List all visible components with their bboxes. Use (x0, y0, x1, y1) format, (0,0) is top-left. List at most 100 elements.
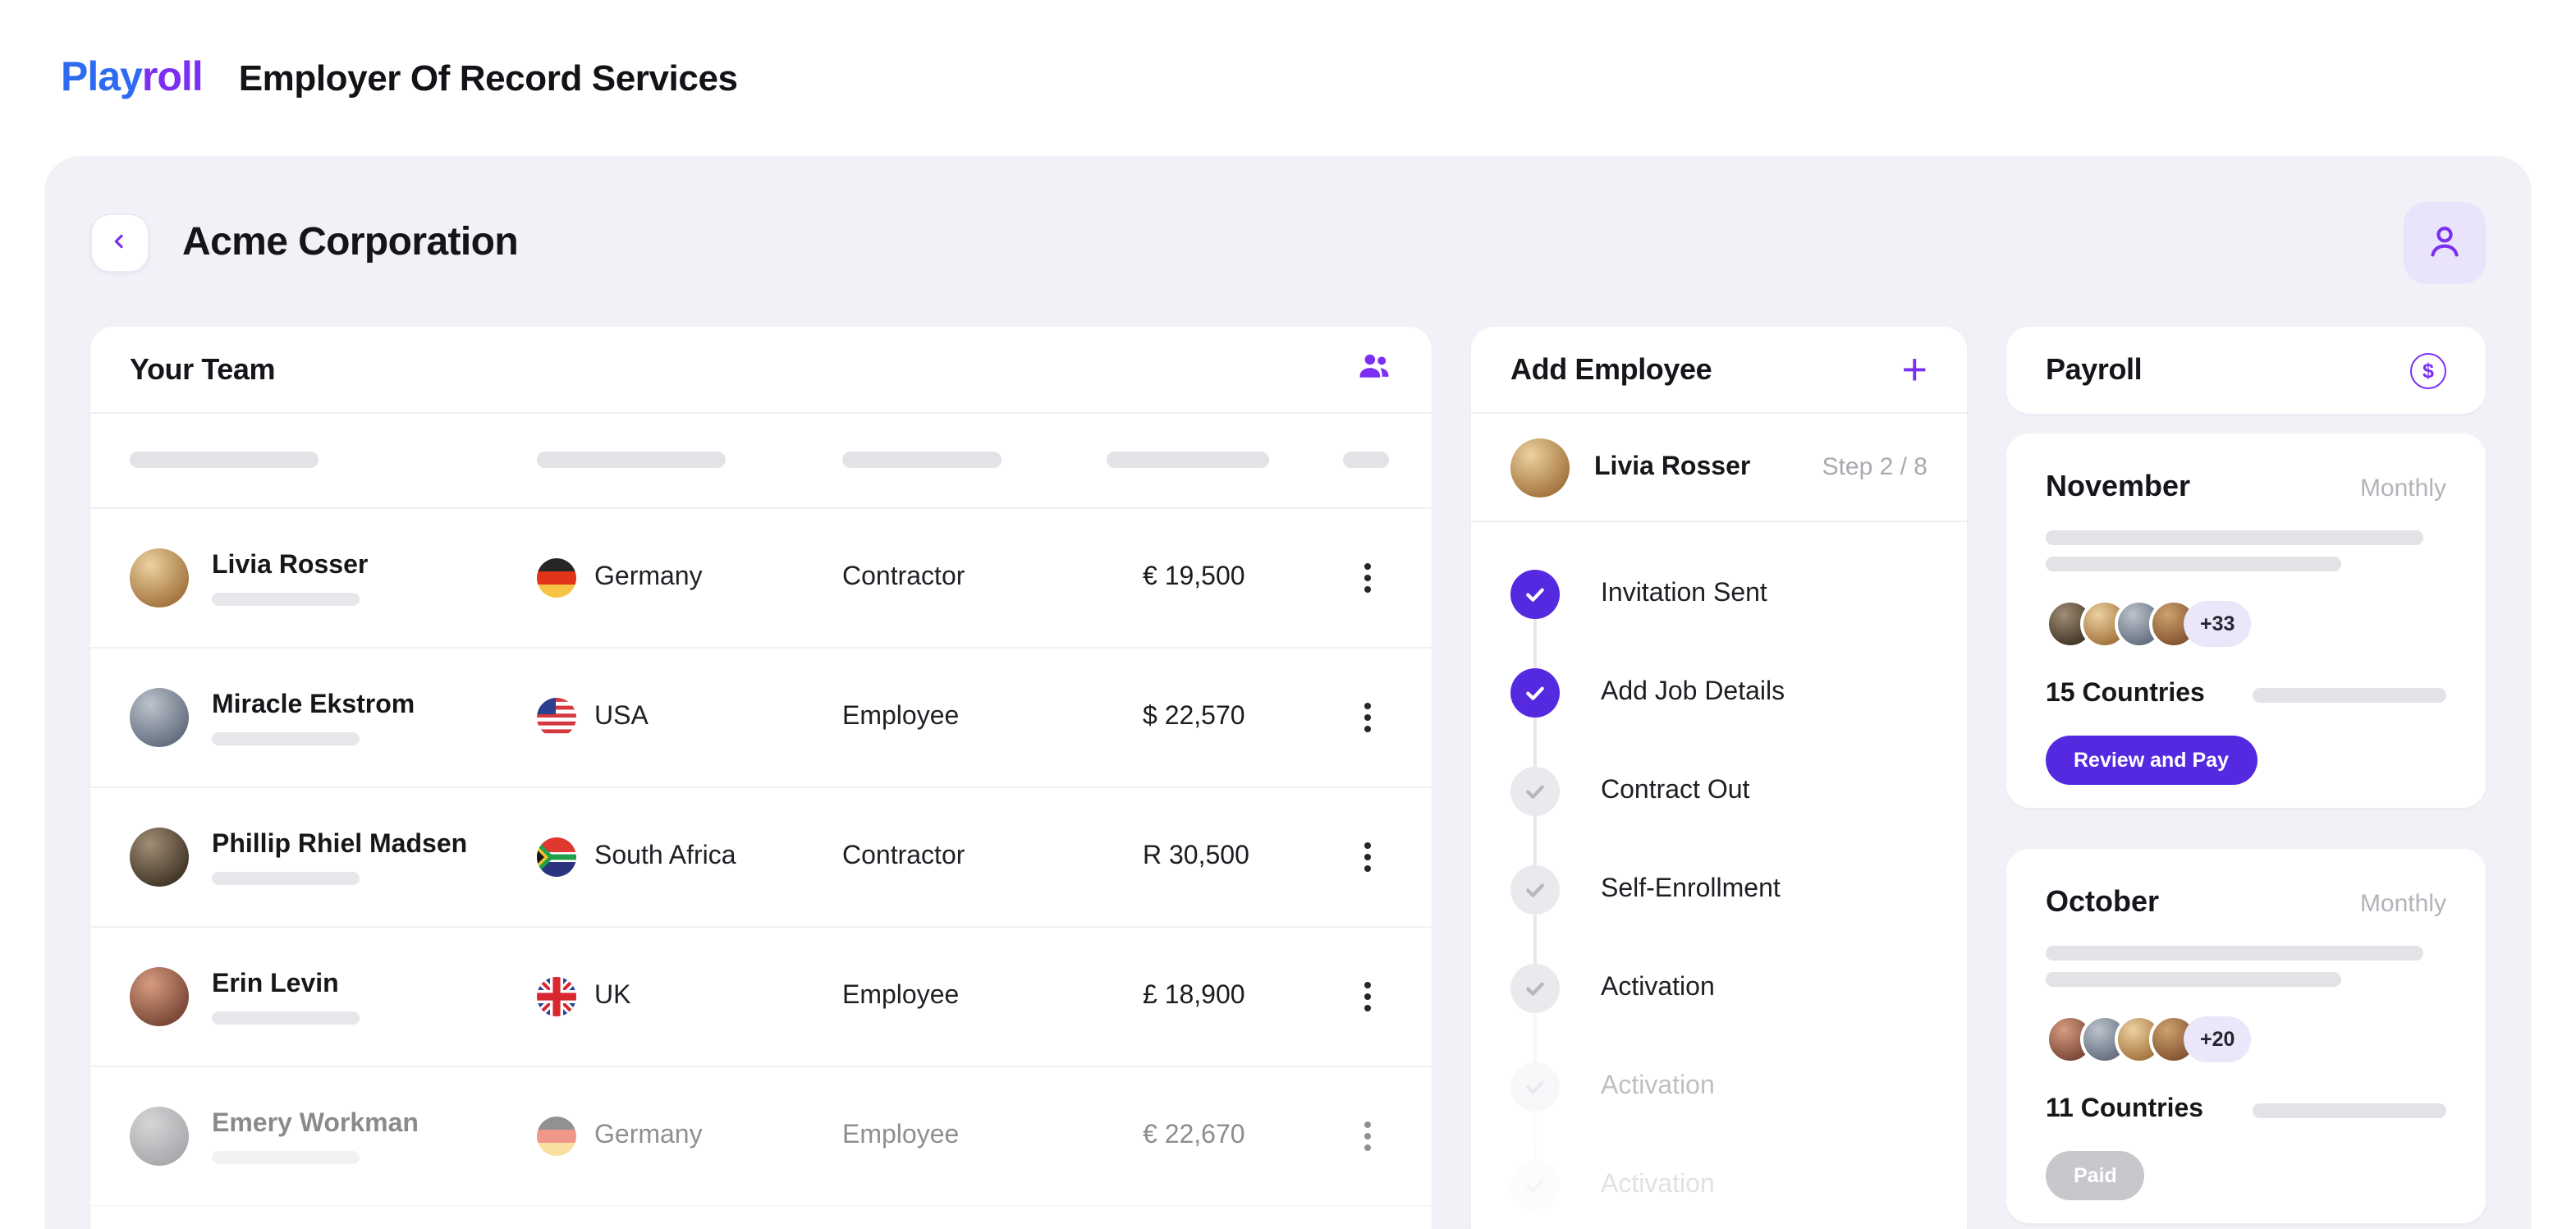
add-employee-card: Add Employee + Livia Rosser Step 2 / 8 I… (1471, 327, 1967, 1229)
step-item: Invitation Sent (1510, 545, 1927, 644)
plus-icon[interactable]: + (1901, 344, 1927, 393)
team-people-icon (1356, 347, 1392, 392)
your-team-card: Your Team Li (90, 327, 1432, 1229)
table-row: Emery Workman Germany Employee € 22,670 (90, 1067, 1432, 1207)
employment-type: Contractor (842, 563, 965, 591)
employment-type: Employee (842, 1121, 960, 1149)
avatar-group: +33 (2046, 599, 2446, 649)
dollar-circle-icon: $ (2410, 352, 2446, 388)
team-card-title: Your Team (130, 352, 276, 385)
row-menu-button[interactable] (1343, 824, 1392, 890)
step-label: Invitation Sent (1601, 580, 1767, 608)
check-circle-icon (1510, 1062, 1560, 1112)
playroll-logo: Playroll (61, 54, 204, 102)
table-row: Miracle Ekstrom USA Employee $ 22,570 (90, 649, 1432, 788)
check-circle-icon (1510, 865, 1560, 915)
paid-status-button: Paid (2046, 1151, 2145, 1200)
step-item: Add Job Details (1510, 619, 1927, 742)
employment-type: Contractor (842, 842, 965, 870)
employee-name: Miracle Ekstrom (212, 690, 415, 718)
onboarding-stepper: Invitation Sent Add Job Details Contract… (1471, 522, 1967, 1229)
payroll-title: Payroll (2046, 353, 2143, 386)
person-icon (2423, 219, 2466, 267)
app-title: Employer Of Record Services (238, 57, 738, 98)
table-row: Erin Levin UK Employee £ 18,900 (90, 928, 1432, 1067)
main-panel: Acme Corporation Your Team (44, 156, 2532, 1229)
avatar (130, 828, 189, 887)
salary-value: € 22,670 (1143, 1121, 1245, 1149)
review-and-pay-button[interactable]: Review and Pay (2046, 736, 2257, 785)
skeleton-bar (2253, 687, 2446, 702)
check-circle-icon (1510, 1161, 1560, 1210)
chevron-left-icon (107, 227, 133, 259)
countries-count: 15 Countries (2046, 680, 2205, 708)
kebab-icon (1364, 854, 1371, 860)
skeleton-bar (1343, 451, 1389, 467)
avatar (1510, 438, 1570, 497)
row-menu-button[interactable] (1343, 545, 1392, 611)
country-label: Germany (594, 563, 703, 591)
payroll-column: Payroll $ November Monthly (2006, 327, 2486, 1229)
step-label: Activation (1601, 1171, 1715, 1199)
team-card-header: Your Team (90, 327, 1432, 414)
skeleton-bar (130, 451, 319, 467)
avatar (130, 1107, 189, 1166)
skeleton-bar (2046, 557, 2341, 571)
salary-value: $ 22,570 (1143, 703, 1245, 731)
page-title: Acme Corporation (182, 220, 519, 264)
skeleton-bar (212, 731, 360, 745)
avatar (130, 688, 189, 747)
row-menu-button[interactable] (1343, 1103, 1392, 1169)
step-counter: Step 2 / 8 (1822, 453, 1927, 481)
flag-south-africa-icon (537, 837, 576, 877)
period-cadence: Monthly (2359, 890, 2446, 918)
add-employee-header: Add Employee + (1471, 327, 1967, 414)
row-menu-button[interactable] (1343, 964, 1392, 1030)
skeleton-bar (2253, 1103, 2446, 1117)
employee-name: Phillip Rhiel Madsen (212, 830, 468, 858)
skeleton-bar (537, 451, 726, 467)
step-item: Activation (1510, 1013, 1927, 1136)
avatar (130, 967, 189, 1026)
skeleton-bar (2046, 972, 2341, 987)
check-circle-icon (1510, 767, 1560, 816)
salary-value: € 19,500 (1143, 563, 1245, 591)
table-row: Phillip Rhiel Madsen South Africa Contra… (90, 788, 1432, 928)
check-circle-icon (1510, 570, 1560, 619)
step-label: Add Job Details (1601, 678, 1785, 706)
payroll-period-card: October Monthly +20 11 Countries (2006, 849, 2486, 1223)
step-item: Self-Enrollment (1510, 816, 1927, 939)
skeleton-bar (2046, 946, 2423, 961)
employment-type: Employee (842, 982, 960, 1010)
row-menu-button[interactable] (1343, 685, 1392, 750)
kebab-icon (1364, 993, 1371, 1000)
step-label: Activation (1601, 974, 1715, 1002)
skeleton-bar (1107, 451, 1269, 467)
period-month: October (2046, 885, 2160, 918)
step-label: Self-Enrollment (1601, 875, 1781, 903)
skeleton-bar (2046, 530, 2423, 545)
salary-value: £ 18,900 (1143, 982, 1245, 1010)
back-button[interactable] (90, 213, 149, 273)
check-circle-icon (1510, 668, 1560, 718)
step-label: Activation (1601, 1072, 1715, 1100)
profile-button[interactable] (2404, 202, 2486, 284)
table-row: Livia Rosser Germany Contractor € 19,500 (90, 509, 1432, 649)
country-label: USA (594, 703, 649, 731)
country-label: South Africa (594, 842, 736, 870)
avatar-overflow-count: +33 (2184, 601, 2252, 647)
avatar-overflow-count: +20 (2184, 1016, 2252, 1062)
panel-header: Acme Corporation (90, 202, 2486, 284)
content-columns: Your Team Li (90, 327, 2486, 1229)
flag-usa-icon (537, 698, 576, 737)
onboarding-person-row: Livia Rosser Step 2 / 8 (1471, 414, 1967, 522)
avatar-group: +20 (2046, 1015, 2446, 1064)
country-label: UK (594, 982, 631, 1010)
step-item: Activation (1510, 1112, 1927, 1229)
add-employee-title: Add Employee (1510, 352, 1712, 385)
flag-uk-icon (537, 977, 576, 1016)
skeleton-bar (842, 451, 1002, 467)
skeleton-bar (212, 1150, 360, 1163)
employment-type: Employee (842, 703, 960, 731)
